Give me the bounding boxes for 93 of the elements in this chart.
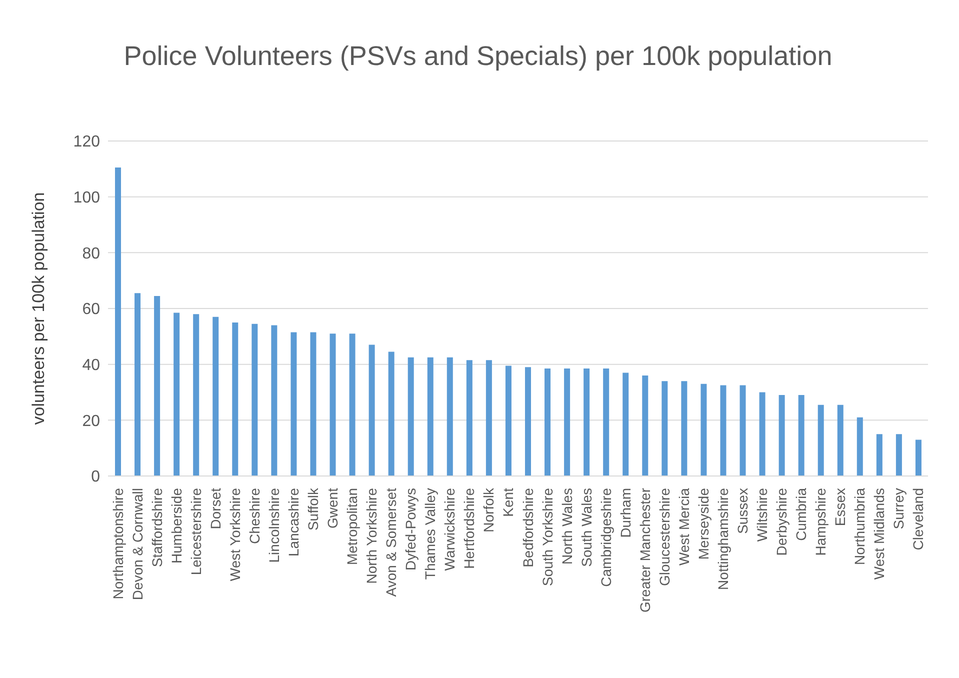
x-tick-label: North Yorkshire <box>364 488 380 584</box>
y-tick-label: 60 <box>82 301 100 318</box>
bar <box>856 417 863 476</box>
y-tick-label: 80 <box>82 245 100 262</box>
x-tick-label: Lincolnshire <box>266 488 282 563</box>
bar <box>388 352 394 476</box>
x-tick-label: Gwent <box>324 488 341 528</box>
x-tick-label: Sussex <box>734 488 751 534</box>
bar <box>290 332 297 476</box>
bar <box>271 325 278 476</box>
x-tick-label: West Yorkshire <box>226 488 243 582</box>
bar <box>837 404 844 476</box>
bar <box>525 367 531 476</box>
bar <box>584 368 590 476</box>
x-tick-label: Merseyside <box>695 488 712 560</box>
x-tick-label: West Mercia <box>676 488 692 566</box>
x-tick-label: Warwickshire <box>442 488 458 571</box>
bar <box>349 334 356 476</box>
bar <box>408 357 414 476</box>
x-tick-label: Metropolitan <box>344 488 360 566</box>
x-tick-label: Wiltshire <box>754 488 770 542</box>
x-tick-label: Bedfordshire <box>520 488 536 568</box>
x-tick-label: Northumbria <box>852 488 868 566</box>
x-tick-label: Leicestershire <box>188 488 204 576</box>
x-tick-label: Dorset <box>207 488 224 530</box>
x-tick-label: Dyfed-Powys <box>402 488 419 570</box>
bar <box>330 334 336 476</box>
x-tick-label: Avon & Somerset <box>383 488 400 597</box>
bar <box>681 381 688 476</box>
x-tick-label: Staffordshire <box>148 488 165 568</box>
bar <box>232 322 238 476</box>
bar <box>427 357 434 476</box>
x-tick-label: Cambridgeshire <box>598 488 614 587</box>
bar <box>115 168 121 476</box>
bar <box>720 385 726 476</box>
x-tick-label: Surrey <box>890 488 907 530</box>
y-axis-title: volunteers per 100k population <box>29 192 48 425</box>
bar <box>368 344 375 476</box>
bar <box>622 372 629 476</box>
x-tick-label: Gloucestershire <box>656 488 672 586</box>
bar <box>466 360 472 476</box>
x-tick-label: Essex <box>832 488 848 526</box>
bar <box>603 368 610 476</box>
x-tick-label: Thames Valley <box>422 488 438 580</box>
bar <box>564 368 570 476</box>
x-tick-label: West Midlands <box>871 488 888 580</box>
bar <box>740 385 746 476</box>
bar <box>915 440 922 476</box>
x-tick-label: Hampshire <box>812 488 829 556</box>
bar <box>134 293 141 476</box>
bar <box>252 324 258 476</box>
x-tick-label: Hertfordshire <box>461 488 478 569</box>
bar <box>486 360 492 476</box>
x-tick-label: Norfolk <box>480 487 497 532</box>
x-tick-label: Durham <box>617 488 634 538</box>
y-tick-label: 20 <box>82 412 100 430</box>
x-tick-label: Northamptonshire <box>110 488 126 600</box>
bar <box>876 434 882 476</box>
x-tick-label: Cheshire <box>246 488 262 544</box>
bar <box>174 312 180 476</box>
y-tick-label: 40 <box>82 357 100 374</box>
x-tick-label: Cumbria <box>793 488 810 541</box>
bar <box>544 368 551 476</box>
bar <box>446 357 453 476</box>
x-tick-label: Nottinghamshire <box>715 488 731 590</box>
bar <box>798 395 804 476</box>
x-tick-label: South Yorkshire <box>539 488 556 586</box>
x-tick-label: Lancashire <box>285 488 302 556</box>
bar <box>662 381 668 476</box>
bar <box>642 376 648 476</box>
x-tick-label: Humberside <box>168 488 184 564</box>
x-tick-label: Cleveland <box>910 488 926 550</box>
bar <box>212 316 219 476</box>
bar <box>700 384 707 476</box>
bar <box>310 332 316 476</box>
bar <box>193 314 200 476</box>
chart-title: Police Volunteers (PSVs and Specials) per 100k population <box>122 40 834 73</box>
x-tick-label: Devon & Cornwall <box>129 488 146 600</box>
x-tick-label: Suffolk <box>305 487 321 531</box>
x-tick-label: Kent <box>500 488 516 517</box>
x-tick-label: South Wales <box>578 488 594 567</box>
x-tick-label: Greater Manchester <box>636 488 653 612</box>
bar <box>154 296 160 476</box>
bar <box>896 434 902 476</box>
bar <box>778 395 785 476</box>
bar <box>759 392 766 476</box>
bar <box>505 366 512 476</box>
bar <box>818 404 824 476</box>
x-tick-label: Derbyshire <box>774 488 790 556</box>
y-tick-label: 0 <box>91 468 100 486</box>
y-tick-label: 120 <box>73 134 100 151</box>
y-tick-label: 100 <box>73 190 100 207</box>
x-tick-label: North Wales <box>558 488 575 565</box>
